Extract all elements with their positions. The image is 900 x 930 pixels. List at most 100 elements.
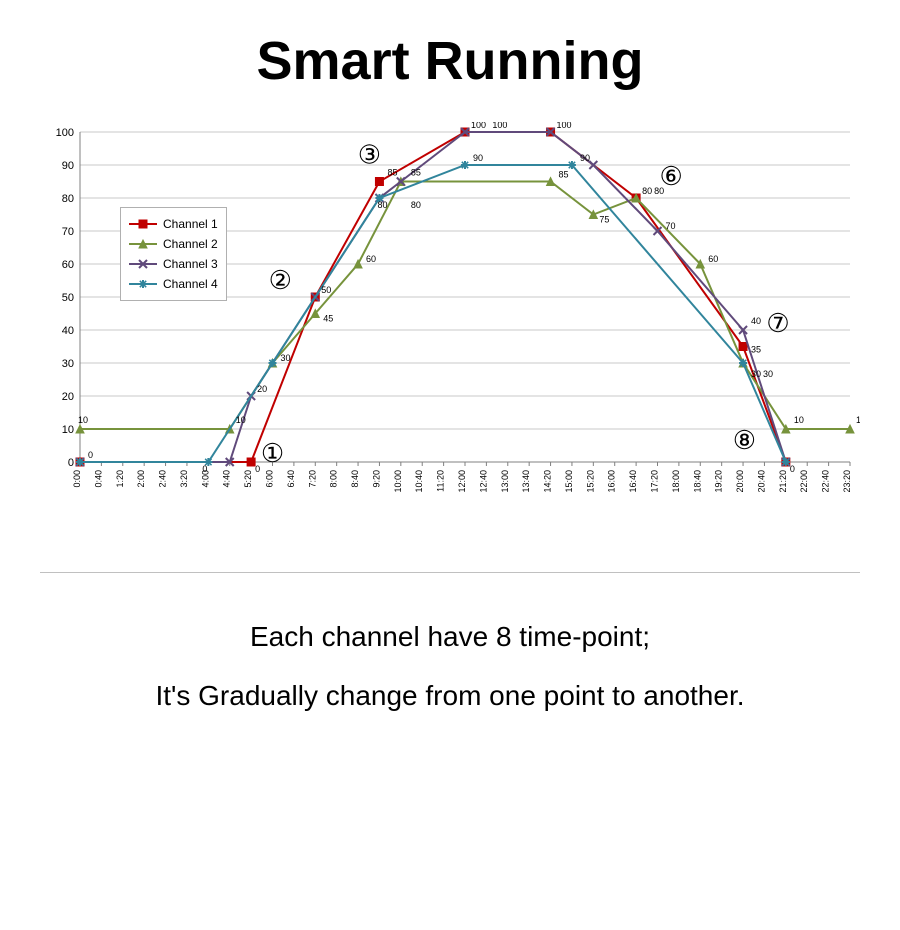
svg-text:⑧: ⑧ bbox=[733, 425, 756, 455]
svg-text:80: 80 bbox=[642, 186, 652, 196]
svg-text:100: 100 bbox=[557, 122, 572, 130]
svg-text:85: 85 bbox=[387, 168, 397, 178]
svg-text:22:40: 22:40 bbox=[821, 470, 831, 493]
caption-line-2: It's Gradually change from one point to … bbox=[0, 667, 900, 726]
svg-text:12:40: 12:40 bbox=[478, 470, 488, 493]
svg-text:14:20: 14:20 bbox=[543, 470, 553, 493]
svg-text:10: 10 bbox=[62, 424, 74, 436]
svg-text:6:00: 6:00 bbox=[265, 470, 275, 488]
divider bbox=[40, 572, 860, 573]
svg-text:50: 50 bbox=[321, 285, 331, 295]
line-chart: 01020304050607080901000:000:401:202:002:… bbox=[40, 122, 860, 542]
svg-text:22:00: 22:00 bbox=[799, 470, 809, 493]
svg-text:60: 60 bbox=[708, 254, 718, 264]
svg-text:7:20: 7:20 bbox=[307, 470, 317, 488]
svg-text:75: 75 bbox=[599, 215, 609, 225]
legend-item: Channel 1 bbox=[129, 214, 218, 234]
svg-text:0: 0 bbox=[790, 464, 795, 474]
svg-text:85: 85 bbox=[411, 168, 421, 178]
svg-text:4:40: 4:40 bbox=[222, 470, 232, 488]
legend-label: Channel 4 bbox=[163, 277, 218, 291]
legend-item: Channel 4 bbox=[129, 274, 218, 294]
legend-item: Channel 2 bbox=[129, 234, 218, 254]
svg-text:0: 0 bbox=[88, 450, 93, 460]
svg-text:30: 30 bbox=[281, 353, 291, 363]
svg-text:0:40: 0:40 bbox=[93, 470, 103, 488]
legend-label: Channel 1 bbox=[163, 217, 218, 231]
svg-text:0:00: 0:00 bbox=[72, 470, 82, 488]
svg-text:2:00: 2:00 bbox=[136, 470, 146, 488]
svg-text:85: 85 bbox=[559, 170, 569, 180]
svg-text:100: 100 bbox=[471, 122, 486, 130]
svg-text:2:40: 2:40 bbox=[158, 470, 168, 488]
svg-text:70: 70 bbox=[62, 226, 74, 238]
svg-text:6:40: 6:40 bbox=[286, 470, 296, 488]
svg-text:③: ③ bbox=[358, 139, 381, 169]
svg-text:0: 0 bbox=[255, 464, 260, 474]
svg-text:15:20: 15:20 bbox=[585, 470, 595, 493]
svg-text:60: 60 bbox=[62, 259, 74, 271]
svg-text:30: 30 bbox=[62, 358, 74, 370]
caption-line-1: Each channel have 8 time-point; bbox=[0, 608, 900, 667]
svg-text:35: 35 bbox=[751, 345, 761, 355]
svg-text:10:00: 10:00 bbox=[393, 470, 403, 493]
svg-text:①: ① bbox=[261, 438, 284, 468]
svg-text:16:00: 16:00 bbox=[607, 470, 617, 493]
legend-item: Channel 3 bbox=[129, 254, 218, 274]
svg-text:80: 80 bbox=[411, 200, 421, 210]
svg-text:10: 10 bbox=[236, 415, 246, 425]
svg-text:8:00: 8:00 bbox=[329, 470, 339, 488]
svg-text:16:40: 16:40 bbox=[628, 470, 638, 493]
svg-text:90: 90 bbox=[62, 160, 74, 172]
svg-text:19:20: 19:20 bbox=[714, 470, 724, 493]
legend-label: Channel 2 bbox=[163, 237, 218, 251]
svg-text:80: 80 bbox=[377, 200, 387, 210]
svg-text:100: 100 bbox=[56, 127, 74, 139]
legend-label: Channel 3 bbox=[163, 257, 218, 271]
legend: Channel 1 Channel 2 Channel 3 Channel 4 bbox=[120, 207, 227, 301]
svg-text:18:00: 18:00 bbox=[671, 470, 681, 493]
svg-text:⑥: ⑥ bbox=[659, 161, 682, 191]
svg-text:10: 10 bbox=[856, 415, 860, 425]
svg-text:12:00: 12:00 bbox=[457, 470, 467, 493]
svg-text:20:00: 20:00 bbox=[735, 470, 745, 493]
svg-text:13:00: 13:00 bbox=[500, 470, 510, 493]
svg-text:45: 45 bbox=[323, 314, 333, 324]
svg-text:10:40: 10:40 bbox=[414, 470, 424, 493]
svg-text:23:20: 23:20 bbox=[842, 470, 852, 493]
svg-text:20: 20 bbox=[62, 391, 74, 403]
svg-text:30: 30 bbox=[751, 369, 761, 379]
svg-text:13:40: 13:40 bbox=[521, 470, 531, 493]
svg-text:⑦: ⑦ bbox=[766, 308, 789, 338]
svg-text:10: 10 bbox=[794, 415, 804, 425]
svg-text:40: 40 bbox=[751, 316, 761, 326]
svg-text:30: 30 bbox=[763, 369, 773, 379]
svg-text:8:40: 8:40 bbox=[350, 470, 360, 488]
svg-text:20:40: 20:40 bbox=[756, 470, 766, 493]
svg-text:5:20: 5:20 bbox=[243, 470, 253, 488]
svg-text:0: 0 bbox=[202, 464, 207, 474]
svg-text:40: 40 bbox=[62, 325, 74, 337]
svg-text:80: 80 bbox=[62, 193, 74, 205]
svg-text:11:20: 11:20 bbox=[436, 470, 446, 492]
svg-text:21:20: 21:20 bbox=[778, 470, 788, 493]
svg-text:50: 50 bbox=[62, 292, 74, 304]
svg-text:1:20: 1:20 bbox=[115, 470, 125, 488]
svg-text:10: 10 bbox=[78, 415, 88, 425]
svg-text:9:20: 9:20 bbox=[371, 470, 381, 488]
svg-text:20: 20 bbox=[257, 384, 267, 394]
page-title: Smart Running bbox=[0, 30, 900, 92]
svg-text:90: 90 bbox=[580, 153, 590, 163]
chart-container: 01020304050607080901000:000:401:202:002:… bbox=[40, 122, 860, 542]
svg-text:②: ② bbox=[269, 265, 292, 295]
svg-text:17:20: 17:20 bbox=[650, 470, 660, 493]
svg-text:70: 70 bbox=[666, 221, 676, 231]
svg-text:100: 100 bbox=[492, 122, 507, 130]
svg-text:3:20: 3:20 bbox=[179, 470, 189, 488]
svg-text:15:00: 15:00 bbox=[564, 470, 574, 493]
svg-text:0: 0 bbox=[68, 457, 74, 469]
svg-text:18:40: 18:40 bbox=[692, 470, 702, 493]
caption: Each channel have 8 time-point; It's Gra… bbox=[0, 608, 900, 726]
svg-text:60: 60 bbox=[366, 254, 376, 264]
svg-text:90: 90 bbox=[473, 153, 483, 163]
